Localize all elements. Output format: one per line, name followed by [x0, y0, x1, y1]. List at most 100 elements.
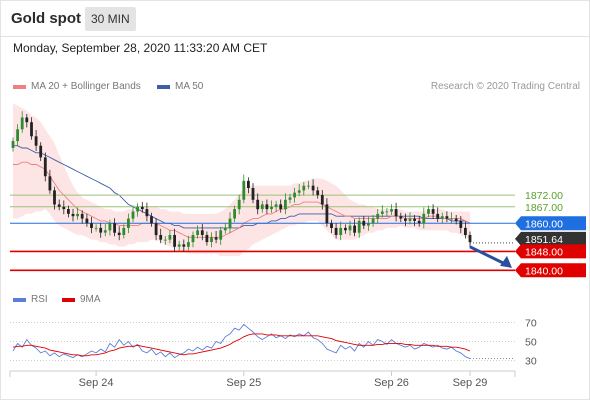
candle	[316, 186, 320, 199]
candle	[131, 205, 135, 223]
candle	[376, 208, 380, 224]
candle	[16, 124, 19, 147]
candle-body	[274, 204, 278, 207]
candle-body	[320, 195, 324, 205]
candle-body	[25, 117, 29, 123]
candle	[223, 223, 227, 234]
header: Gold spot 30 MIN	[0, 0, 590, 37]
candle	[311, 179, 315, 196]
candle-body	[468, 235, 472, 243]
candle	[67, 205, 70, 218]
candle	[76, 207, 79, 220]
candle	[260, 200, 264, 213]
candle-body	[247, 180, 250, 188]
candle	[380, 205, 384, 218]
level-tag-label-4: 1848.00	[525, 246, 563, 258]
candle-body	[288, 197, 292, 200]
candle	[214, 231, 218, 244]
candle	[127, 213, 130, 234]
candle-body	[376, 213, 380, 219]
rsi-tick-label: 30	[525, 356, 537, 368]
candle-body	[385, 211, 389, 213]
candle-body	[39, 145, 43, 158]
candle-body	[297, 190, 301, 193]
bollinger-band-area	[13, 103, 470, 257]
candle	[233, 205, 236, 223]
candle-body	[339, 227, 343, 235]
candle	[325, 198, 329, 227]
candle-body	[43, 157, 47, 177]
rsi-legend-label: RSI	[31, 294, 48, 305]
candle-body	[404, 218, 407, 221]
candle-body	[108, 223, 112, 231]
candle-body	[62, 206, 66, 210]
x-tick-label: Sep 26	[374, 377, 409, 389]
ma20-line	[13, 161, 471, 238]
level-tag-label-5: 1840.00	[525, 265, 563, 277]
candle	[408, 212, 412, 225]
candle	[348, 220, 352, 236]
candle	[320, 190, 324, 210]
candle-body	[445, 216, 449, 219]
candle-body	[223, 227, 227, 231]
candle	[30, 117, 33, 140]
level-tag-4	[515, 244, 586, 259]
candle-body	[11, 141, 15, 148]
candle-body	[357, 220, 361, 233]
candle-body	[177, 244, 181, 247]
candle	[390, 204, 393, 215]
candle	[251, 183, 255, 204]
candle	[270, 200, 273, 213]
candle	[103, 224, 107, 237]
candle	[145, 202, 149, 222]
candle-body	[30, 122, 33, 137]
candle-body	[431, 209, 435, 214]
candle	[307, 180, 310, 190]
candle	[256, 193, 260, 215]
candle-body	[440, 216, 444, 219]
candle-body	[127, 218, 130, 228]
candle-body	[150, 216, 153, 224]
candle	[362, 216, 366, 230]
candle	[187, 235, 190, 251]
candle-body	[117, 232, 121, 235]
candle-body	[459, 220, 463, 228]
candle-body	[284, 199, 287, 210]
candle	[94, 224, 98, 232]
candle	[150, 212, 153, 227]
candle	[247, 177, 250, 194]
instrument-title: Gold spot	[11, 10, 81, 27]
candle	[191, 231, 195, 248]
candle	[196, 225, 199, 239]
candle	[34, 130, 38, 151]
candle	[399, 212, 403, 223]
candle-body	[316, 190, 320, 196]
candle-body	[367, 223, 370, 226]
timestamp: Monday, September 28, 2020 11:33:20 AM C…	[13, 41, 268, 55]
candle-body	[76, 213, 79, 217]
candle	[11, 137, 15, 152]
candle-body	[265, 204, 269, 210]
candle-body	[348, 225, 352, 231]
candle-body	[242, 180, 246, 200]
rsi-swatch	[13, 297, 26, 302]
candle	[57, 199, 61, 211]
candle	[450, 212, 453, 224]
candle-body	[20, 117, 24, 130]
candle-body	[334, 227, 338, 235]
candle-body	[260, 204, 264, 210]
candle	[436, 207, 440, 223]
timeframe-button[interactable]: 30 MIN	[85, 7, 136, 31]
candle-body	[67, 209, 70, 214]
candle	[353, 219, 356, 237]
candle	[228, 212, 232, 234]
candle-body	[191, 235, 195, 243]
candle-body	[145, 209, 149, 217]
candle	[417, 216, 421, 227]
candle-body	[251, 188, 255, 200]
candle-body	[210, 237, 213, 242]
candle	[445, 211, 449, 223]
candle-body	[270, 206, 273, 210]
candle	[279, 199, 283, 213]
